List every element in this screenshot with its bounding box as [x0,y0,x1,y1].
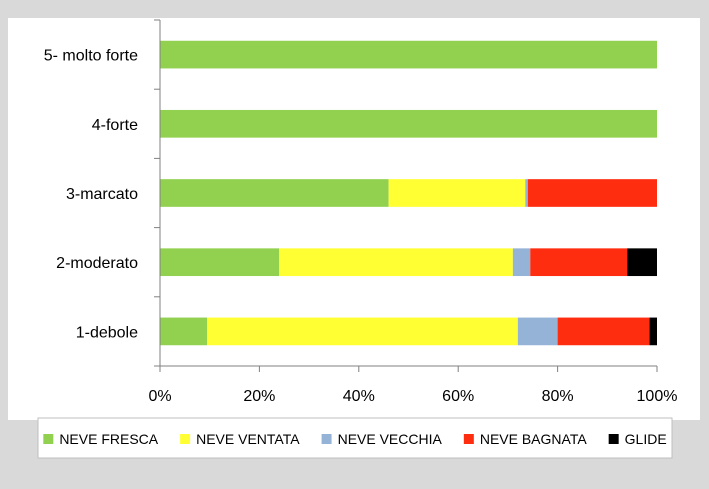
bar-neve-fresca-3-marcato [160,179,389,207]
legend-box [37,417,673,459]
bar-neve-fresca-5-molto-forte [160,40,657,69]
x-tick-label: 0% [148,388,171,405]
x-tick-label: 80% [542,388,574,405]
legend-swatch-neve-fresca [43,434,54,444]
bar-neve-fresca-4-forte [160,109,657,138]
legend-swatch-neve-vecchia [321,434,332,444]
y-tick-label: 5- molto forte [44,48,138,65]
x-tick-label: 20% [243,388,275,405]
y-tick-label: 4-forte [92,117,138,134]
bar-neve-bagnata-1-debole [557,317,650,346]
plot-area-background [8,18,700,420]
bar-glide-1-debole [649,317,657,346]
legend: NEVE FRESCA NEVE VENTATA NEVE VECCHIA NEVE … [43,431,667,447]
bar-glide-2-moderato [627,248,657,277]
legend-label-neve-ventata: NEVE VENTATA [196,431,300,447]
y-tick-label: 1-debole [76,324,138,341]
legend-label-neve-fresca: NEVE FRESCA [59,431,158,447]
legend-label-neve-bagnata: NEVE BAGNATA [480,431,588,447]
bar-neve-fresca-2-moderato [160,248,280,277]
bar-neve-vecchia-3-marcato [525,179,528,207]
legend-label-neve-vecchia: NEVE VECCHIA [338,431,443,447]
bar-neve-vecchia-1-debole [517,317,558,346]
bar-neve-ventata-2-moderato [279,248,513,277]
bar-neve-bagnata-3-marcato [527,179,657,207]
legend-label-glide: GLIDE [625,431,667,447]
bar-neve-ventata-3-marcato [388,179,526,207]
x-tick-label: 40% [343,388,375,405]
bar-neve-ventata-1-debole [207,317,518,346]
bar-neve-fresca-1-debole [160,317,208,346]
y-tick-label: 3-marcato [66,186,138,203]
bar-neve-bagnata-2-moderato [530,248,628,277]
y-tick-label: 2-moderato [56,255,138,272]
x-tick-label: 100% [637,388,678,405]
bars-layer [160,40,657,346]
legend-swatch-neve-ventata [180,434,191,444]
legend-swatch-neve-bagnata [463,434,474,444]
axes-layer [154,19,658,372]
labels-layer: 1-debole 2-moderato 3-marcato 4-forte 5- mol… [44,48,678,405]
x-tick-label: 60% [442,388,474,405]
bar-neve-vecchia-2-moderato [512,248,531,277]
legend-swatch-glide [608,434,619,444]
